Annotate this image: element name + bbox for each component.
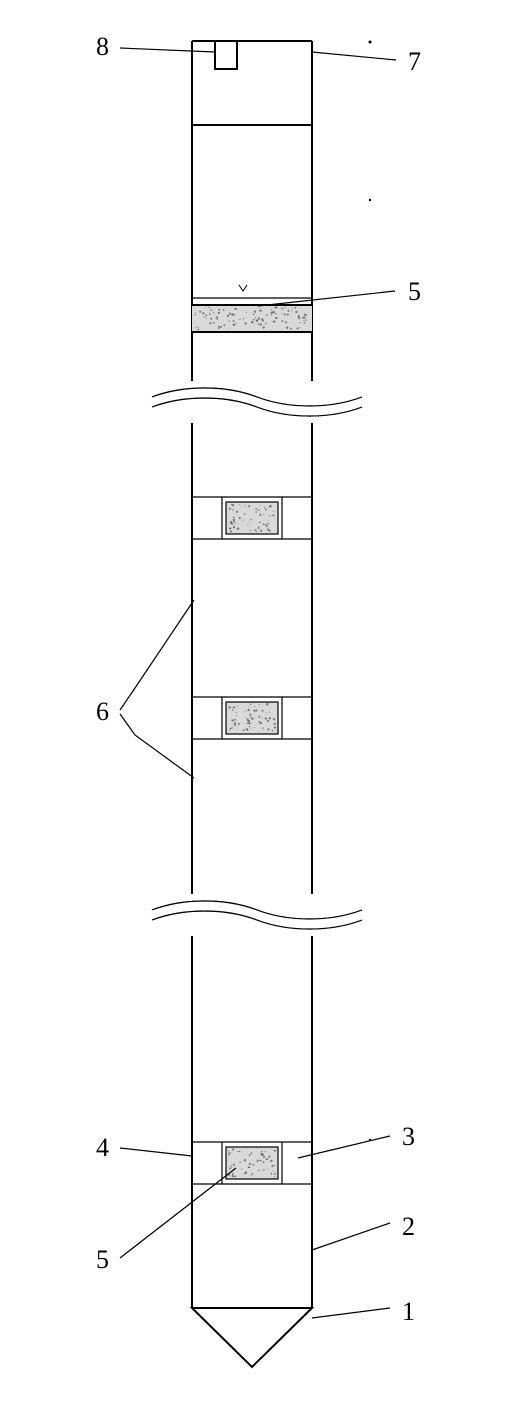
callout-6: 6 xyxy=(96,600,194,778)
band-inner xyxy=(226,1147,278,1179)
callout-label: 1 xyxy=(402,1297,415,1326)
band-segment xyxy=(192,697,312,739)
callout-label: 2 xyxy=(402,1212,415,1241)
artifact-dot xyxy=(369,199,371,201)
callout-5a: 5 xyxy=(258,277,421,306)
callout-label: 5 xyxy=(96,1245,109,1274)
callout-label: 6 xyxy=(96,697,109,726)
leader-line xyxy=(120,714,194,778)
leader-line xyxy=(120,600,194,710)
leader-line xyxy=(120,48,215,52)
break-mark xyxy=(152,388,362,416)
leader-line xyxy=(312,1308,390,1318)
band-segment xyxy=(192,497,312,539)
small-v-mark xyxy=(239,285,247,291)
band-segment xyxy=(192,1142,312,1184)
callout-7: 7 xyxy=(312,47,421,76)
artifact-dot xyxy=(369,41,372,44)
break-mark xyxy=(152,901,362,929)
callout-1: 1 xyxy=(312,1297,415,1326)
band-full xyxy=(192,305,312,332)
leader-line xyxy=(120,1148,192,1156)
top-notch xyxy=(215,41,237,69)
tip-triangle xyxy=(192,1308,312,1367)
band-inner xyxy=(226,702,278,734)
leader-line xyxy=(312,52,396,60)
callout-label: 7 xyxy=(408,47,421,76)
band-inner xyxy=(226,502,278,534)
leader-line xyxy=(120,1168,236,1258)
callout-3: 3 xyxy=(298,1122,415,1158)
callout-8: 8 xyxy=(96,32,215,61)
callout-2: 2 xyxy=(312,1212,415,1250)
callout-label: 8 xyxy=(96,32,109,61)
callout-label: 3 xyxy=(402,1122,415,1151)
callout-5b: 5 xyxy=(96,1168,236,1274)
leader-line xyxy=(312,1223,390,1250)
callout-label: 4 xyxy=(96,1133,109,1162)
callout-4: 4 xyxy=(96,1133,192,1162)
callout-label: 5 xyxy=(408,277,421,306)
